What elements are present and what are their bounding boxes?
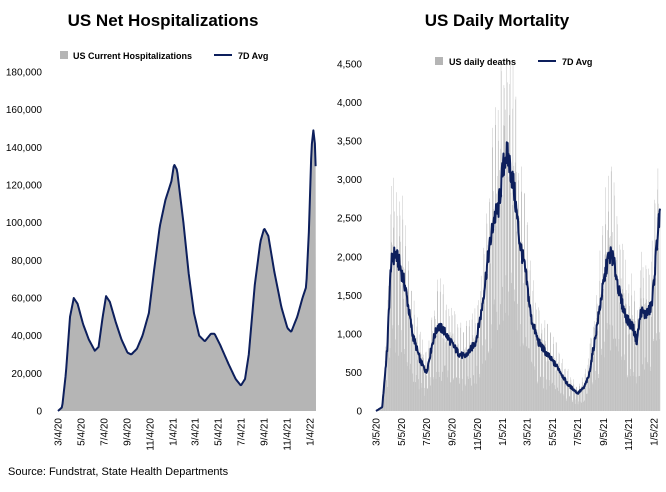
y-tick-label: 0 [36,407,42,418]
daily-death-bars [376,64,661,412]
y-tick-label: 0 [356,407,362,418]
y-tick-label: 2,000 [337,252,362,263]
y-axis: 0 20,000 40,000 60,000 80,000 100,000 120,000 1… [6,68,43,418]
x-tick-label: 9/4/20 [123,418,134,446]
x-tick-label: 1/4/21 [168,418,179,446]
y-tick-label: 2,500 [337,214,362,225]
legend-label-7d-avg: 7D Avg [238,51,268,61]
hospitalizations-area [58,130,316,411]
y-tick-label: 1,000 [337,329,362,340]
legend-swatch-area [60,51,68,59]
y-tick-label: 3,500 [337,137,362,148]
source-note: Source: Fundstrat, State Health Departme… [8,466,229,478]
x-tick-label: 5/4/20 [76,418,87,446]
y-tick-label: 140,000 [6,143,43,154]
y-tick-label: 3,000 [337,175,362,186]
x-tick-label: 7/5/21 [573,418,584,446]
mortality-title: US Daily Mortality [425,11,570,30]
y-tick-label: 160,000 [6,105,43,116]
legend-label-7d-avg: 7D Avg [562,57,592,67]
legend-label-current-hospitalizations: US Current Hospitalizations [73,51,192,61]
y-axis: 0 500 1,000 1,500 2,000 2,500 3,000 3,500 4,000 4… [337,60,362,418]
x-tick-label: 3/4/20 [54,418,65,446]
y-tick-label: 80,000 [11,256,42,267]
y-tick-label: 4,500 [337,60,362,71]
x-tick-label: 3/4/21 [191,418,202,446]
x-tick-label: 11/4/20 [146,418,157,451]
y-tick-label: 100,000 [6,218,43,229]
y-tick-label: 1,500 [337,291,362,302]
x-tick-label: 9/4/21 [260,418,271,446]
x-tick-label: 9/5/21 [599,418,610,446]
x-tick-label: 1/5/22 [649,418,660,446]
mortality-chart: US Daily Mortality US daily deaths 7D Av… [337,11,661,451]
legend-label-daily-deaths: US daily deaths [449,57,516,67]
y-tick-label: 60,000 [11,294,42,305]
x-tick-label: 5/5/20 [397,418,408,446]
x-tick-label: 3/5/20 [372,418,383,446]
y-tick-label: 120,000 [6,181,43,192]
x-axis: 3/4/20 5/4/20 7/4/20 9/4/20 11/4/20 1/4/21 3/4… [54,418,317,451]
mortality-7d-avg-line [375,141,661,412]
x-axis: 3/5/20 5/5/20 7/5/20 9/5/20 11/5/20 1/5/21 3/5… [372,418,661,451]
x-tick-label: 1/5/21 [498,418,509,446]
hospitalizations-chart: US Net Hospitalizations US Current Hospi… [6,11,317,451]
x-tick-label: 9/5/20 [448,418,459,446]
hospitalizations-title: US Net Hospitalizations [68,11,259,30]
x-tick-label: 11/4/21 [283,418,294,451]
y-tick-label: 20,000 [11,369,42,380]
x-tick-label: 11/5/20 [473,418,484,451]
y-tick-label: 500 [345,368,362,379]
y-tick-label: 40,000 [11,331,42,342]
x-tick-label: 1/4/22 [305,418,316,446]
legend-swatch-bar [435,57,443,65]
x-tick-label: 3/5/21 [523,418,534,446]
plot-area [57,129,317,412]
hospitalizations-7d-avg-line [57,129,317,412]
x-tick-label: 7/4/20 [99,418,110,446]
x-tick-label: 5/4/21 [213,418,224,446]
y-tick-label: 180,000 [6,68,43,79]
x-tick-label: 7/5/20 [422,418,433,446]
x-tick-label: 5/5/21 [548,418,559,446]
x-tick-label: 7/4/21 [236,418,247,446]
x-tick-label: 11/5/21 [624,418,635,451]
plot-area [375,64,661,412]
y-tick-label: 4,000 [337,98,362,109]
